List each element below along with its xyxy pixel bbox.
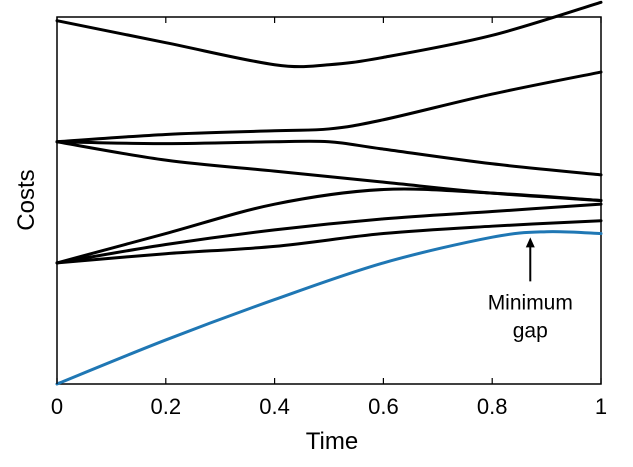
x-tick-label: 0.4	[259, 394, 290, 419]
series-line-3	[55, 139, 603, 177]
x-tick-label: 0.6	[368, 394, 399, 419]
annotation-label-line-1: Minimum	[488, 291, 573, 314]
x-tick-label: 0	[51, 394, 63, 419]
annotation-arrowhead	[525, 237, 535, 248]
series-line-7	[55, 219, 603, 265]
x-tick-labels: 0 0.2 0.4 0.6 0.8 1	[51, 17, 607, 419]
series-layer	[55, 0, 603, 386]
plot-area	[56, 16, 602, 385]
series-line-5	[55, 187, 603, 265]
x-tick-label: 0.2	[151, 394, 182, 419]
x-axis-label: Time	[306, 428, 358, 455]
series-line-6	[55, 202, 603, 265]
x-tick-label: 1	[595, 394, 607, 419]
x-tick-label: 0.8	[477, 394, 508, 419]
series-line-8	[55, 230, 603, 386]
y-axis-label: Costs	[13, 169, 40, 230]
annotation-label-line-2: gap	[513, 319, 548, 342]
series-line-1	[55, 0, 603, 69]
series-line-2	[55, 70, 603, 144]
annotation: Minimum gap	[488, 237, 573, 342]
